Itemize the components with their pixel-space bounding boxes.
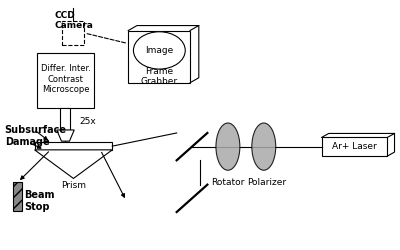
Polygon shape	[57, 130, 74, 141]
Bar	[128, 30, 190, 83]
Bar	[34, 142, 112, 150]
Text: Image: Image	[145, 46, 174, 55]
Text: Prism: Prism	[61, 181, 86, 190]
Text: Differ. Inter.
Contrast
Microscope: Differ. Inter. Contrast Microscope	[41, 64, 91, 94]
Text: Frame
Grabber: Frame Grabber	[141, 67, 178, 86]
Bar	[322, 138, 387, 156]
Text: 25x: 25x	[80, 117, 96, 126]
Ellipse shape	[216, 123, 240, 170]
Bar	[14, 182, 22, 211]
Bar	[36, 53, 94, 108]
Text: Beam
Stop: Beam Stop	[25, 190, 55, 212]
Text: Subsurface
Damage: Subsurface Damage	[5, 126, 67, 147]
Bar	[14, 182, 22, 211]
Text: Rotator: Rotator	[211, 178, 244, 188]
Text: CCD
Camera: CCD Camera	[54, 11, 93, 30]
Text: Ar+ Laser: Ar+ Laser	[332, 142, 377, 151]
Ellipse shape	[252, 123, 276, 170]
Ellipse shape	[134, 32, 185, 69]
Bar	[62, 20, 84, 46]
Text: Polarizer: Polarizer	[248, 178, 286, 188]
Bar	[60, 108, 70, 130]
Polygon shape	[34, 150, 112, 178]
